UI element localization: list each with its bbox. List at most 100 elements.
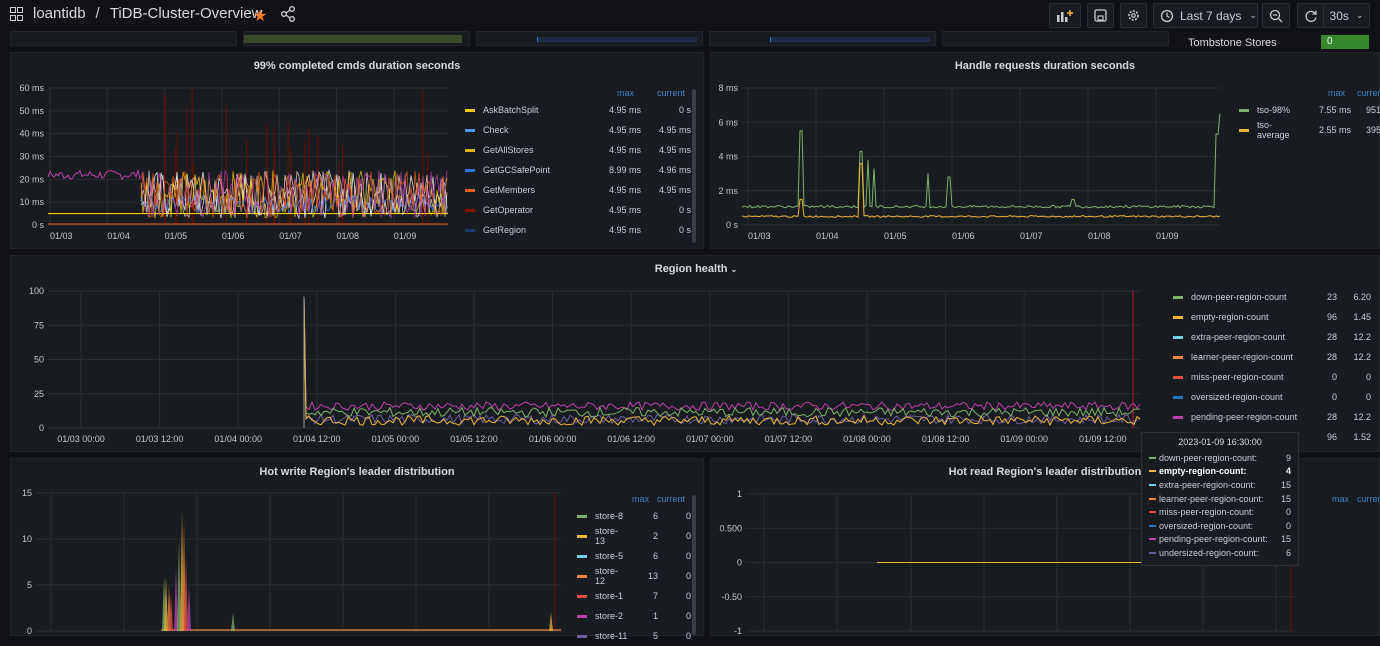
apps-grid-icon[interactable]	[10, 6, 24, 21]
star-icon[interactable]: ★	[253, 8, 268, 25]
settings-button[interactable]	[1120, 3, 1147, 28]
legend-item[interactable]: GetMembers 4.95 ms 4.95 ms	[465, 180, 691, 200]
legend-swatch	[577, 554, 587, 558]
time-range-picker[interactable]: Last 7 days ⌄	[1153, 3, 1258, 28]
dashboard-title[interactable]: TiDB-Cluster-Overview	[109, 5, 263, 22]
legend-item[interactable]: empty-region-count 96 1.45	[1173, 307, 1371, 327]
legend-item[interactable]: store-2 1 0	[577, 606, 691, 626]
panel-title[interactable]: 99% completed cmds duration seconds	[253, 60, 461, 72]
legend-scrollbar[interactable]	[692, 89, 696, 243]
series-area	[549, 612, 553, 631]
legend-header-max[interactable]: max	[1328, 88, 1346, 98]
legend-item[interactable]: AskBatchSplit 4.95 ms 0 s	[465, 100, 691, 120]
legend-max-value: 8.99 ms	[608, 165, 641, 175]
legend-current-value: 0	[685, 591, 691, 601]
legend-item[interactable]: GetGCSafePoint 8.99 ms 4.96 ms	[465, 160, 691, 180]
zoom-out-icon	[1269, 9, 1283, 22]
x-tick-label: 01/06	[222, 231, 245, 241]
panel-title[interactable]: Handle requests duration seconds	[954, 60, 1136, 72]
legend-header-current[interactable]: current	[657, 494, 686, 504]
legend-item[interactable]: store-11 5 0	[577, 626, 691, 646]
cmds-chart[interactable]: 60 ms 50 ms 40 ms 30 ms 20 ms 10 ms 0 s 01/03 01…	[11, 53, 705, 250]
panel-title[interactable]: Region health ⌄	[11, 263, 1380, 275]
panel-title[interactable]: Hot read Region's leader distribution	[948, 466, 1142, 478]
legend-item[interactable]: pending-peer-region-count 28 12.2	[1173, 407, 1371, 427]
x-tick-label: 01/03 00:00	[57, 434, 105, 444]
stat-panel-4	[709, 31, 936, 46]
hot-read-chart[interactable]: 1 0.500 0 -0.50 -1	[711, 459, 1380, 637]
legend-header-current[interactable]: current	[1357, 494, 1380, 504]
legend-series-name: GetGCSafePoint	[483, 165, 551, 175]
legend-item[interactable]: store-5 6 0	[577, 546, 691, 566]
tombstone-stores-label: Tombstone Stores	[1188, 37, 1277, 49]
y-tick-label: 10	[22, 534, 32, 544]
legend-swatch	[577, 514, 587, 518]
region-health-chart[interactable]: 100 75 50 25 0 01/03 00:00 01/03 12:00 01/04 00…	[11, 256, 1380, 453]
series-line	[303, 296, 1141, 427]
legend-header-current[interactable]: current	[1357, 88, 1380, 98]
panel-handle-requests[interactable]: Handle requests duration seconds 8 ms 6 m…	[710, 52, 1380, 249]
panel-cmds-duration[interactable]: 99% completed cmds duration seconds 60 m…	[10, 52, 704, 249]
save-dashboard-button[interactable]	[1087, 3, 1114, 28]
panel-hot-write[interactable]: Hot write Region's leader distribution 1…	[10, 458, 705, 641]
legend-header-max[interactable]: max	[617, 88, 635, 98]
legend-series-name: GetRegion	[483, 225, 527, 235]
zoom-out-button[interactable]	[1262, 3, 1290, 28]
legend-max-value: 6	[652, 511, 658, 521]
x-tick-label: 01/05 00:00	[372, 434, 420, 444]
legend-max-value: 28	[1326, 412, 1337, 422]
legend-item[interactable]: GetRegion 4.95 ms 0 s	[465, 220, 691, 240]
y-tick-label: 0	[27, 626, 32, 636]
x-tick-label: 01/09	[1156, 231, 1179, 241]
legend-item[interactable]: oversized-region-count 0 0	[1173, 387, 1371, 407]
panel-title[interactable]: Hot write Region's leader distribution	[259, 466, 455, 478]
x-tick-label: 01/06 12:00	[607, 434, 655, 444]
panel-region-health[interactable]: Region health ⌄ 100 75 50 25 0 01/03 00:00 01/…	[10, 255, 1380, 452]
legend-item[interactable]: store-13 2 0	[577, 526, 691, 546]
x-tick-label: 01/08 12:00	[922, 434, 970, 444]
legend-item[interactable]: store-1 7 0	[577, 586, 691, 606]
breadcrumb-org[interactable]: loantidb	[33, 5, 86, 22]
add-panel-button[interactable]	[1049, 3, 1081, 28]
legend-current-value: 0	[685, 511, 691, 521]
legend-item[interactable]: tso-98% 7.55 ms 951	[1239, 100, 1380, 120]
legend-item[interactable]: miss-peer-region-count 0 0	[1173, 367, 1371, 387]
region-health-title: Region health	[654, 263, 728, 275]
legend-item[interactable]: GetOperator 4.95 ms 0 s	[465, 200, 691, 220]
refresh-button[interactable]	[1297, 3, 1324, 28]
legend-max-value: 2	[652, 531, 658, 541]
y-tick-label: 40 ms	[19, 129, 44, 139]
legend-header-current[interactable]: current	[657, 88, 686, 98]
x-tick-label: 01/03 12:00	[136, 434, 184, 444]
legend-scrollbar[interactable]	[692, 495, 696, 635]
legend-current-value: 395	[1365, 125, 1380, 135]
handle-chart[interactable]: 8 ms 6 ms 4 ms 2 ms 0 s 01/03 01/04 01/05 01/06 0…	[711, 53, 1380, 250]
save-icon	[1094, 9, 1107, 22]
refresh-interval-picker[interactable]: 30s ⌄	[1323, 3, 1370, 28]
legend-header-max[interactable]: max	[1332, 494, 1350, 504]
legend-item[interactable]: GetAllStores 4.95 ms 4.95 ms	[465, 140, 691, 160]
tooltip-row: miss-peer-region-count: 0	[1142, 505, 1298, 519]
legend-max-value: 13	[647, 571, 658, 581]
legend-item[interactable]: store-8 6 0	[577, 506, 691, 526]
legend-current-value: 4.95 ms	[658, 125, 691, 135]
legend-item[interactable]: store-12 13 0	[577, 566, 691, 586]
legend-header-max[interactable]: max	[632, 494, 650, 504]
legend-item[interactable]: tso-average 2.55 ms 395	[1239, 120, 1380, 140]
series-line	[741, 113, 1221, 209]
y-tick-label: 0	[737, 558, 742, 568]
share-icon[interactable]	[280, 5, 296, 23]
legend-series-name: tso-98%	[1257, 105, 1291, 115]
legend-item[interactable]: down-peer-region-count 23 6.20	[1173, 287, 1371, 307]
legend-max-value: 7	[652, 591, 658, 601]
legend-max-value: 28	[1326, 332, 1337, 342]
legend-item[interactable]: learner-peer-region-count 28 12.2	[1173, 347, 1371, 367]
legend-item[interactable]: extra-peer-region-count 28 12.2	[1173, 327, 1371, 347]
x-tick-label: 01/09 12:00	[1079, 434, 1127, 444]
legend-swatch	[465, 228, 475, 232]
y-tick-label: -1	[734, 626, 742, 636]
tooltip-value: 4	[1285, 466, 1291, 477]
legend-item[interactable]: Check 4.95 ms 4.95 ms	[465, 120, 691, 140]
tooltip-series-name: oversized-region-count:	[1159, 520, 1254, 531]
